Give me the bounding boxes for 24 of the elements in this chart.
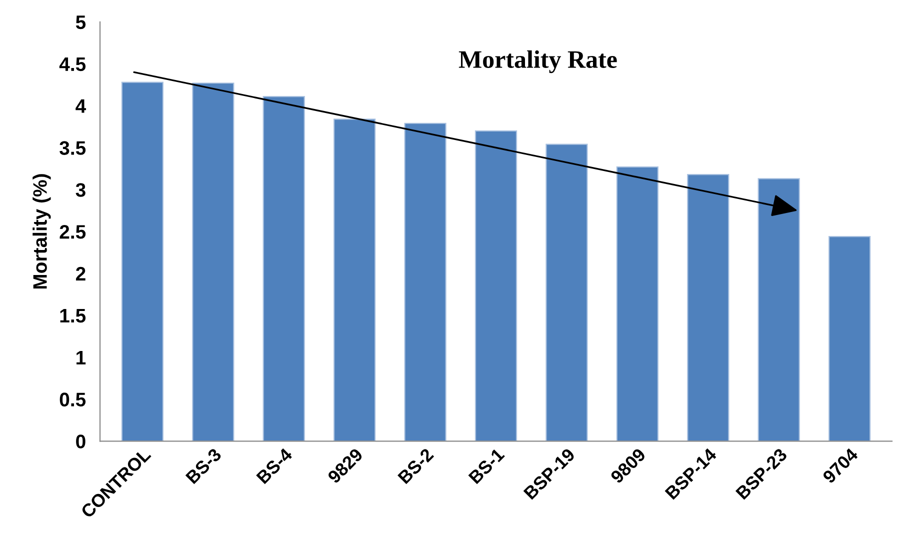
bar — [404, 122, 446, 442]
bar — [758, 178, 800, 442]
y-axis-title: Mortality (%) — [32, 174, 51, 289]
y-tick-label: 2.5 — [60, 225, 86, 239]
text: Mortality Rate — [458, 50, 617, 74]
bar — [687, 174, 730, 442]
y-tick-label: 3 — [76, 183, 86, 197]
y-tick-label: 0.5 — [60, 392, 86, 406]
bar — [474, 130, 518, 442]
y-tick-label: 5 — [76, 16, 86, 30]
y-tick-label: 0 — [76, 434, 86, 448]
y-tick-label: 3.5 — [60, 141, 86, 155]
bar — [262, 96, 305, 442]
bar — [121, 82, 164, 442]
y-tick-label: 1.5 — [60, 309, 86, 323]
bar — [546, 144, 588, 442]
y-tick-label: 2 — [76, 266, 86, 280]
bar — [334, 118, 376, 442]
y-tick-label: 4 — [76, 99, 86, 113]
bar — [192, 82, 234, 442]
bar — [828, 236, 871, 442]
y-tick-label: 1 — [76, 350, 86, 364]
bar — [616, 166, 658, 442]
y-tick-label: 4.5 — [59, 58, 86, 72]
